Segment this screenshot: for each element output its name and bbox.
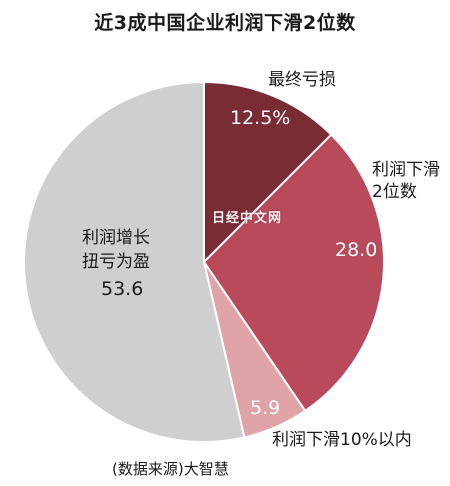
pie-slice-growth <box>23 80 246 443</box>
slice-label-decline-double-digit-line1: 利润下滑 <box>372 160 440 180</box>
pie-slice-final-loss <box>203 80 333 265</box>
pie-slice-decline-double-digit <box>202 133 385 413</box>
watermark-logo: 日经中文网 <box>212 211 283 226</box>
slice-value-final-loss: 12.5% <box>230 107 291 129</box>
chart-title: 近3成中国企业利润下滑2位数 <box>94 12 356 34</box>
slice-label-final-loss: 最终亏损 <box>268 70 336 90</box>
slice-value-decline-within-10: 5.9 <box>250 397 281 419</box>
source-note: (数据来源)大智慧 <box>112 460 229 478</box>
slice-label-decline-within-10: 利润下滑10%以内 <box>272 430 412 450</box>
slice-value-growth: 53.6 <box>101 278 144 300</box>
slice-label-growth-line2: 扭亏为盈 <box>82 252 150 272</box>
slice-value-decline-double-digit: 28.0 <box>335 239 378 261</box>
slice-label-growth-line1: 利润增长 <box>82 228 150 248</box>
slice-label-decline-double-digit-line2: 2位数 <box>372 182 417 202</box>
